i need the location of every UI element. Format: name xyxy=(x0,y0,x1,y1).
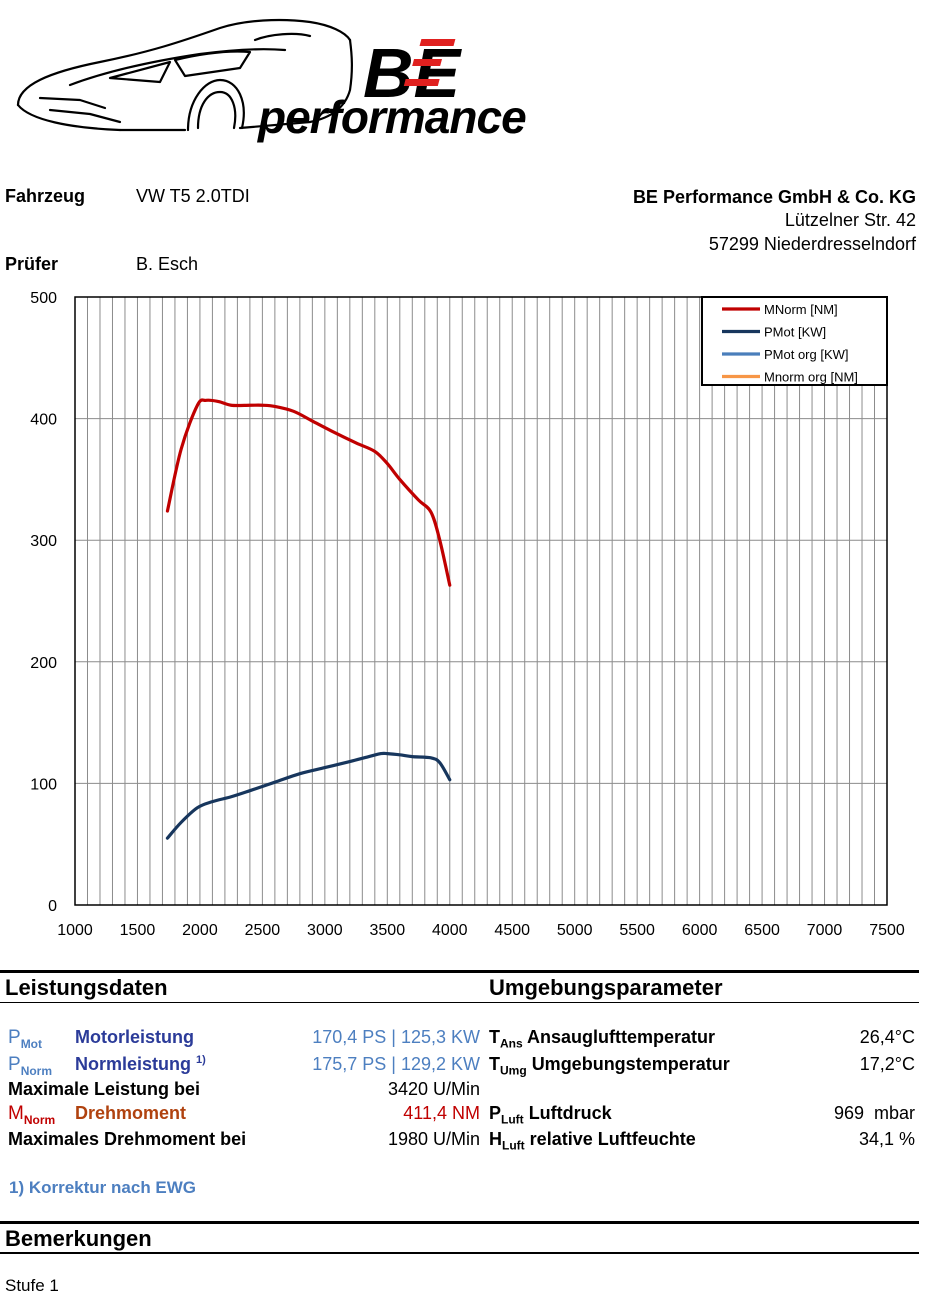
tumg-row: TUmg Umgebungstemperatur xyxy=(489,1054,730,1078)
legend-label: PMot org [KW] xyxy=(764,347,849,362)
y-tick-label: 0 xyxy=(48,898,57,915)
footnote: 1) Korrektur nach EWG xyxy=(9,1178,197,1197)
pnorm-sym: P xyxy=(8,1054,21,1075)
max-power-value: 3420 U/Min xyxy=(387,1079,480,1099)
y-tick-label: 400 xyxy=(30,412,57,429)
pnorm-footnote-mark: 1) xyxy=(196,1054,206,1066)
x-tick-label: 6500 xyxy=(744,922,780,939)
pluft-value: 969 mbar xyxy=(833,1103,915,1123)
x-tick-label: 1000 xyxy=(57,922,93,939)
x-tick-label: 7000 xyxy=(807,922,843,939)
max-torque-label: Maximales Drehmoment bei xyxy=(8,1129,247,1149)
hluft-sub: Luft xyxy=(502,1138,525,1153)
divider-remarks-top xyxy=(0,1221,919,1224)
pluft-sym: P xyxy=(489,1103,502,1123)
tester-label: Prüfer xyxy=(5,256,59,274)
pluft-label: Luftdruck xyxy=(528,1103,612,1123)
mnorm-label: Drehmoment xyxy=(75,1103,187,1123)
tans-row: TAns Ansauglufttemperatur xyxy=(489,1027,715,1051)
pmot-label: Motorleistung xyxy=(75,1027,194,1047)
chart-legend: MNorm [NM] PMot [KW] PMot org [KW] Mnorm or… xyxy=(701,296,888,386)
pmot-symbol: PMot xyxy=(8,1027,42,1051)
hluft-value: 34,1 % xyxy=(858,1129,915,1149)
y-tick-label: 200 xyxy=(30,655,57,672)
tans-sub: Ans xyxy=(500,1036,523,1051)
tester-row-clip: Prüfer B. Esch xyxy=(0,256,300,274)
mnorm-value: 411,4 NM xyxy=(403,1103,480,1123)
environment-title: Umgebungsparameter xyxy=(489,975,723,1000)
chart-lines xyxy=(165,398,452,840)
pnorm-label: Normleistung 1) xyxy=(75,1054,206,1075)
be-monogram-logo: BE xyxy=(363,34,463,103)
legend-label: Mnorm org [NM] xyxy=(764,370,858,385)
mnorm-sym: M xyxy=(8,1103,24,1124)
x-tick-label: 3500 xyxy=(370,922,406,939)
performance-title: Leistungsdaten xyxy=(5,975,168,1000)
max-power-label: Maximale Leistung bei xyxy=(8,1079,201,1099)
tumg-value: 17,2°C xyxy=(859,1054,915,1074)
hluft-label: relative Luftfeuchte xyxy=(529,1129,696,1149)
divider-sub xyxy=(0,1002,919,1003)
company-city: 57299 Niederdresselndorf xyxy=(708,234,916,254)
y-tick-label: 500 xyxy=(30,290,57,307)
x-tick-label: 3000 xyxy=(307,922,343,939)
pluft-row: PLuft Luftdruck xyxy=(489,1103,612,1127)
vehicle-value: VW T5 2.0TDI xyxy=(136,186,250,206)
y-axis-ticks: 0 100 200 300 400 500 xyxy=(30,290,57,915)
x-tick-label: 6000 xyxy=(682,922,718,939)
tumg-sym: T xyxy=(489,1054,500,1074)
x-tick-label: 1500 xyxy=(120,922,156,939)
series-line-0 xyxy=(165,398,452,587)
x-tick-label: 2500 xyxy=(245,922,281,939)
company-street: Lützelner Str. 42 xyxy=(784,210,916,230)
tans-label: Ansauglufttemperatur xyxy=(527,1027,716,1047)
pnorm-symbol: PNorm xyxy=(8,1054,52,1078)
max-torque-value: 1980 U/Min xyxy=(387,1129,480,1149)
mnorm-symbol: MNorm xyxy=(8,1103,55,1127)
chart-grid xyxy=(74,296,888,906)
x-tick-label: 7500 xyxy=(869,922,905,939)
pmot-value: 170,4 PS | 125,3 KW xyxy=(312,1027,480,1047)
pmot-sub: Mot xyxy=(20,1036,43,1051)
mnorm-sub: Norm xyxy=(23,1112,56,1127)
divider-remarks-bottom xyxy=(0,1252,919,1254)
hluft-sym: H xyxy=(489,1129,502,1149)
series-line-1 xyxy=(165,751,452,840)
dyno-chart: 0 100 200 300 400 500 1000 1500 2000 2500 3000 350… xyxy=(30,290,905,939)
y-tick-label: 100 xyxy=(30,776,57,793)
wordmark-logo: performance xyxy=(258,91,527,143)
x-axis-ticks: 1000 1500 2000 2500 3000 3500 4000 4500 5000 5500… xyxy=(57,922,905,939)
pnorm-value: 175,7 PS | 129,2 KW xyxy=(312,1054,480,1074)
company-name: BE Performance GmbH & Co. KG xyxy=(632,187,916,207)
tans-sym: T xyxy=(489,1027,500,1047)
car-outline-logo xyxy=(16,18,353,132)
vehicle-label: Fahrzeug xyxy=(5,186,86,206)
tester-value: B. Esch xyxy=(136,256,199,274)
x-tick-label: 2000 xyxy=(182,922,218,939)
tans-value: 26,4°C xyxy=(859,1027,915,1047)
divider-top xyxy=(0,970,919,973)
hluft-row: HLuft relative Luftfeuchte xyxy=(489,1129,696,1153)
x-tick-label: 4000 xyxy=(432,922,468,939)
tumg-label: Umgebungstemperatur xyxy=(531,1054,730,1074)
x-tick-label: 5000 xyxy=(557,922,593,939)
pmot-sym: P xyxy=(8,1027,21,1048)
legend-label: PMot [KW] xyxy=(764,325,826,340)
pnorm-sub: Norm xyxy=(20,1063,53,1078)
remarks-text: Stufe 1 xyxy=(5,1276,59,1295)
plot-frame xyxy=(74,296,888,906)
pnorm-label-text: Normleistung xyxy=(75,1054,192,1074)
pluft-sub: Luft xyxy=(501,1112,524,1127)
remarks-title: Bemerkungen xyxy=(5,1226,152,1251)
legend-label: MNorm [NM] xyxy=(764,302,838,317)
legend-box xyxy=(701,296,888,386)
y-tick-label: 300 xyxy=(30,533,57,550)
x-tick-label: 5500 xyxy=(619,922,655,939)
tumg-sub: Umg xyxy=(500,1063,527,1078)
x-tick-label: 4500 xyxy=(494,922,530,939)
